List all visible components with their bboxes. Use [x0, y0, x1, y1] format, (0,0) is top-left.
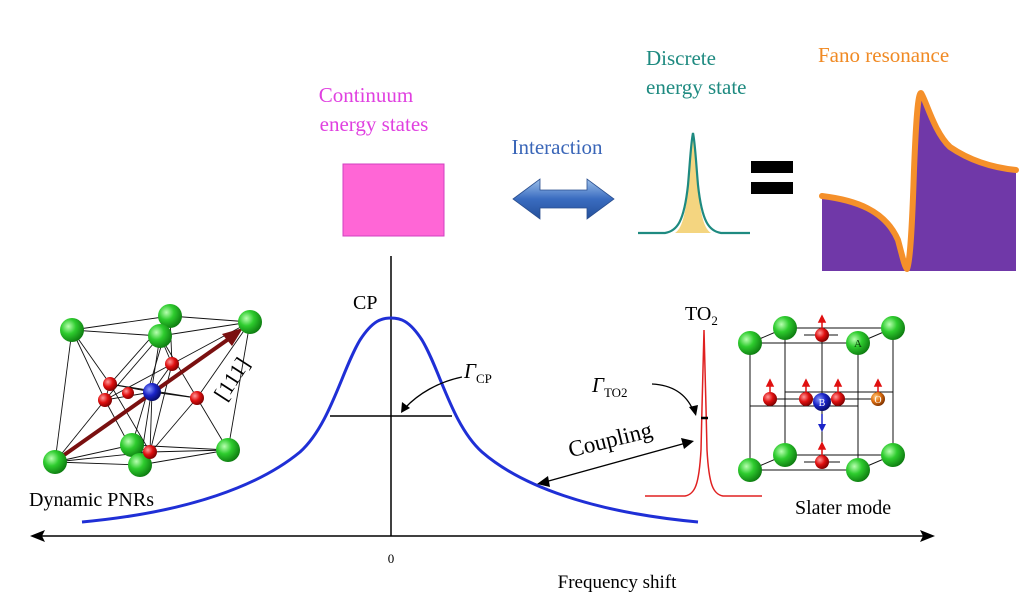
equals-bar-top [751, 161, 793, 173]
displacement-arrowhead [818, 424, 826, 432]
green-atom [148, 324, 172, 348]
gamma-to2-label: ΓTO2 [591, 373, 628, 400]
pnr-crystal: [111] [43, 304, 262, 477]
x-axis-left-arrowhead [30, 530, 45, 542]
discrete-peak-fill [675, 133, 711, 233]
gamma-cp-pointer-head [401, 402, 410, 413]
green-atom [158, 304, 182, 328]
green-atom [773, 316, 797, 340]
gamma-cp-label: ΓCP [463, 359, 492, 386]
red-atom [165, 357, 179, 371]
gamma-to2-pointer-head [689, 405, 698, 416]
red-atom [103, 377, 117, 391]
coupling-arrow-shaft [544, 442, 687, 483]
green-atom [846, 458, 870, 482]
to2-peak-text: TO [685, 303, 711, 325]
gamma-to2-symbol: Γ [591, 373, 605, 397]
origin-tick-label: 0 [388, 551, 395, 566]
equals-bar-bottom [751, 182, 793, 194]
gamma-cp-subscript: CP [476, 371, 492, 386]
interaction-label: Interaction [512, 135, 603, 159]
green-atom [881, 316, 905, 340]
continuum-box [342, 163, 445, 237]
coupling-arrowhead-left [537, 476, 550, 487]
red-atom [98, 393, 112, 407]
to2-peak-subscript: 2 [711, 313, 718, 328]
x-axis-right-arrowhead [920, 530, 935, 542]
direction-arrow-shaft [55, 336, 232, 462]
discrete-peak-curve [638, 132, 750, 235]
direction-arrowhead [222, 328, 243, 346]
fano-fill [822, 93, 1016, 271]
blue-atom [813, 393, 831, 411]
red-atom [143, 445, 157, 459]
green-atom [128, 453, 152, 477]
continuum-label-line1: Continuum [319, 83, 414, 107]
red-atom [815, 328, 829, 342]
cp-peak-label: CP [353, 292, 377, 314]
green-atom [881, 443, 905, 467]
cp-curve [81, 316, 699, 524]
green-atom [738, 458, 762, 482]
green-atom [120, 433, 144, 457]
atom-a-label: A [854, 338, 862, 350]
green-atom [238, 310, 262, 334]
x-axis-label: Frequency shift [558, 572, 677, 593]
slater-label: Slater mode [795, 497, 891, 519]
blue-atom [143, 383, 161, 401]
to2-peak-label: TO2 [685, 303, 718, 328]
slater-crystal: A O B [738, 314, 905, 482]
to2-curve [645, 329, 762, 497]
orange-atom [871, 392, 885, 406]
atom-b-label: B [819, 398, 826, 409]
red-atom [799, 392, 813, 406]
green-atom [846, 331, 870, 355]
red-spin-arrows [765, 314, 883, 455]
red-atom [190, 391, 204, 405]
red-atom [122, 387, 134, 399]
fano-curve [819, 90, 1019, 272]
green-atom [216, 438, 240, 462]
gamma-cp-pointer [404, 376, 463, 409]
red-atom [831, 392, 845, 406]
gamma-to2-subscript: TO2 [604, 385, 628, 400]
discrete-label-line2: energy state [646, 75, 747, 99]
red-atom [763, 392, 777, 406]
fano-label: Fano resonance [818, 43, 949, 67]
gamma-to2-pointer [651, 383, 694, 411]
green-atom [773, 443, 797, 467]
coupling-arrowhead-right [681, 438, 694, 449]
green-atom [738, 331, 762, 355]
interaction-double-arrow [512, 178, 615, 220]
continuum-label-line2: energy states [320, 112, 429, 136]
red-atom [815, 455, 829, 469]
discrete-label-line1: Discrete [646, 46, 716, 70]
atom-o-label: O [874, 395, 881, 406]
green-atom [43, 450, 67, 474]
pnrs-label: Dynamic PNRs [29, 489, 154, 511]
direction-label: [111] [209, 353, 255, 405]
green-atom [60, 318, 84, 342]
gamma-cp-symbol: Γ [463, 359, 477, 383]
